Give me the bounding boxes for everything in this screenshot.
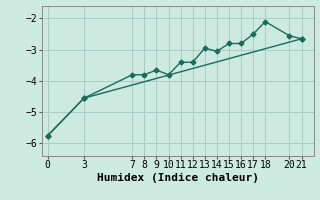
X-axis label: Humidex (Indice chaleur): Humidex (Indice chaleur) xyxy=(97,173,259,183)
